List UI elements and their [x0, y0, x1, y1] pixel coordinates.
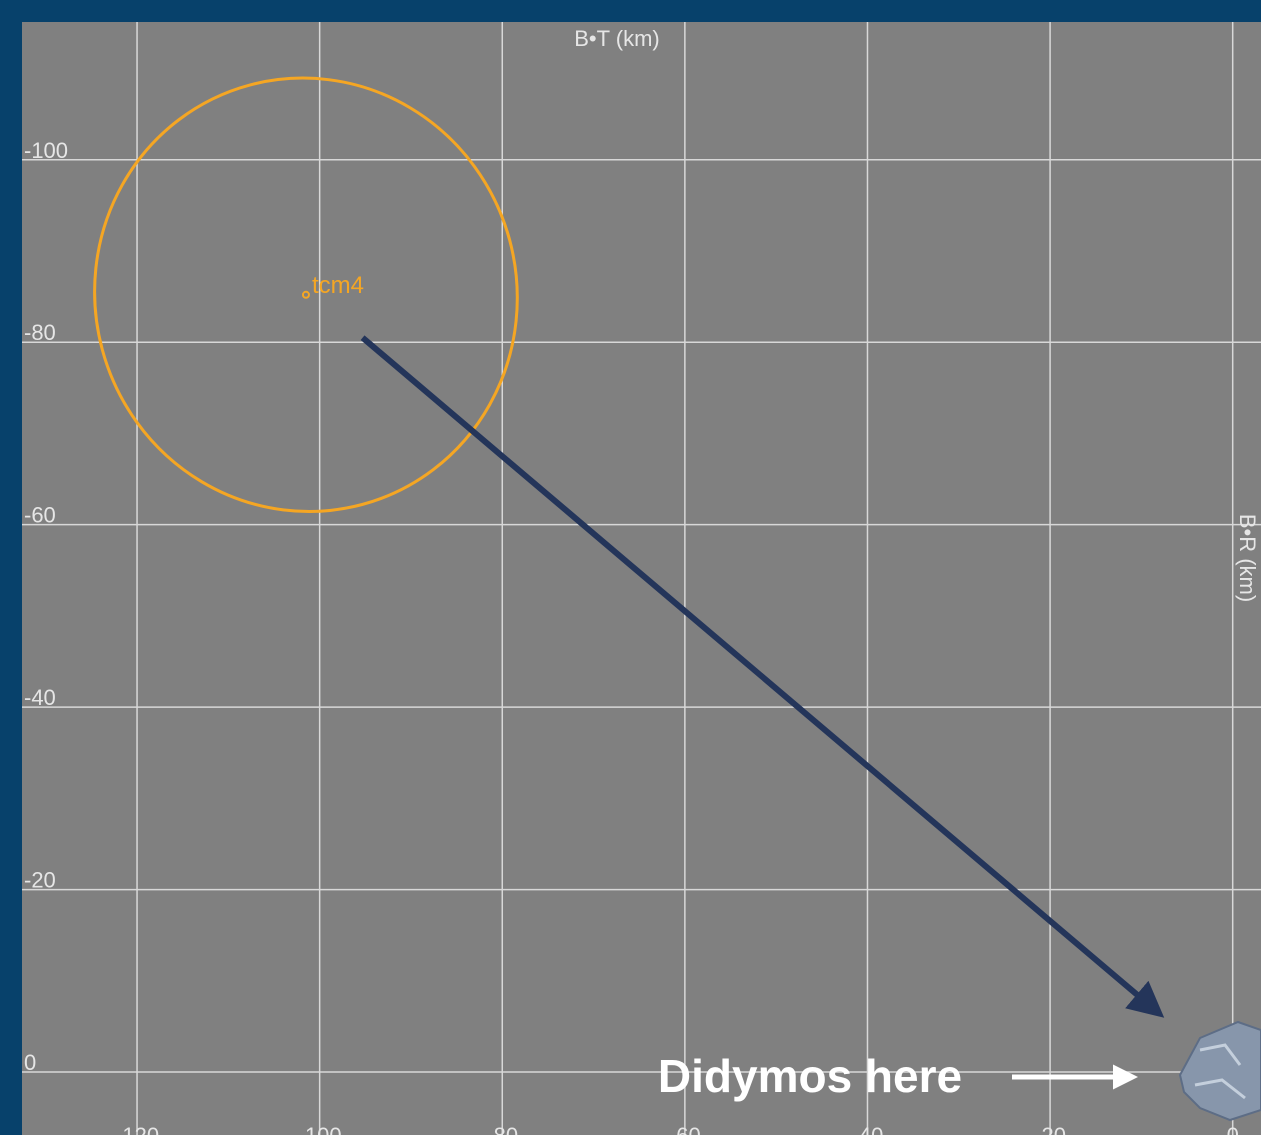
asteroid-shading [1194, 1043, 1246, 1100]
y-tick-label: -80 [24, 320, 56, 345]
uncertainty-ellipse [93, 76, 519, 513]
x-tick-label: -120 [115, 1123, 159, 1135]
y-tick-label: -40 [24, 685, 56, 710]
y-tick-label: -100 [24, 138, 68, 163]
y-tick-label: -60 [24, 503, 56, 528]
arrow [360, 335, 1165, 1018]
point-label: tcm4 [312, 272, 364, 299]
x-tick-label: 0 [1227, 1123, 1239, 1135]
y-axis-title: B•R (km) [1235, 514, 1260, 602]
annotation: Didymos here [658, 1050, 962, 1102]
x-tick-label: -60 [669, 1123, 701, 1135]
point [301, 290, 310, 299]
x-tick-label: -80 [486, 1123, 518, 1135]
x-tick-label: -100 [298, 1123, 342, 1135]
x-axis-title: B•T (km) [574, 26, 660, 51]
y-tick-label: -20 [24, 868, 56, 893]
plot-area [22, 22, 1261, 1135]
y-tick-label: 0 [24, 1050, 36, 1075]
x-tick-label: -40 [852, 1123, 884, 1135]
x-tick-label: -20 [1034, 1123, 1066, 1135]
